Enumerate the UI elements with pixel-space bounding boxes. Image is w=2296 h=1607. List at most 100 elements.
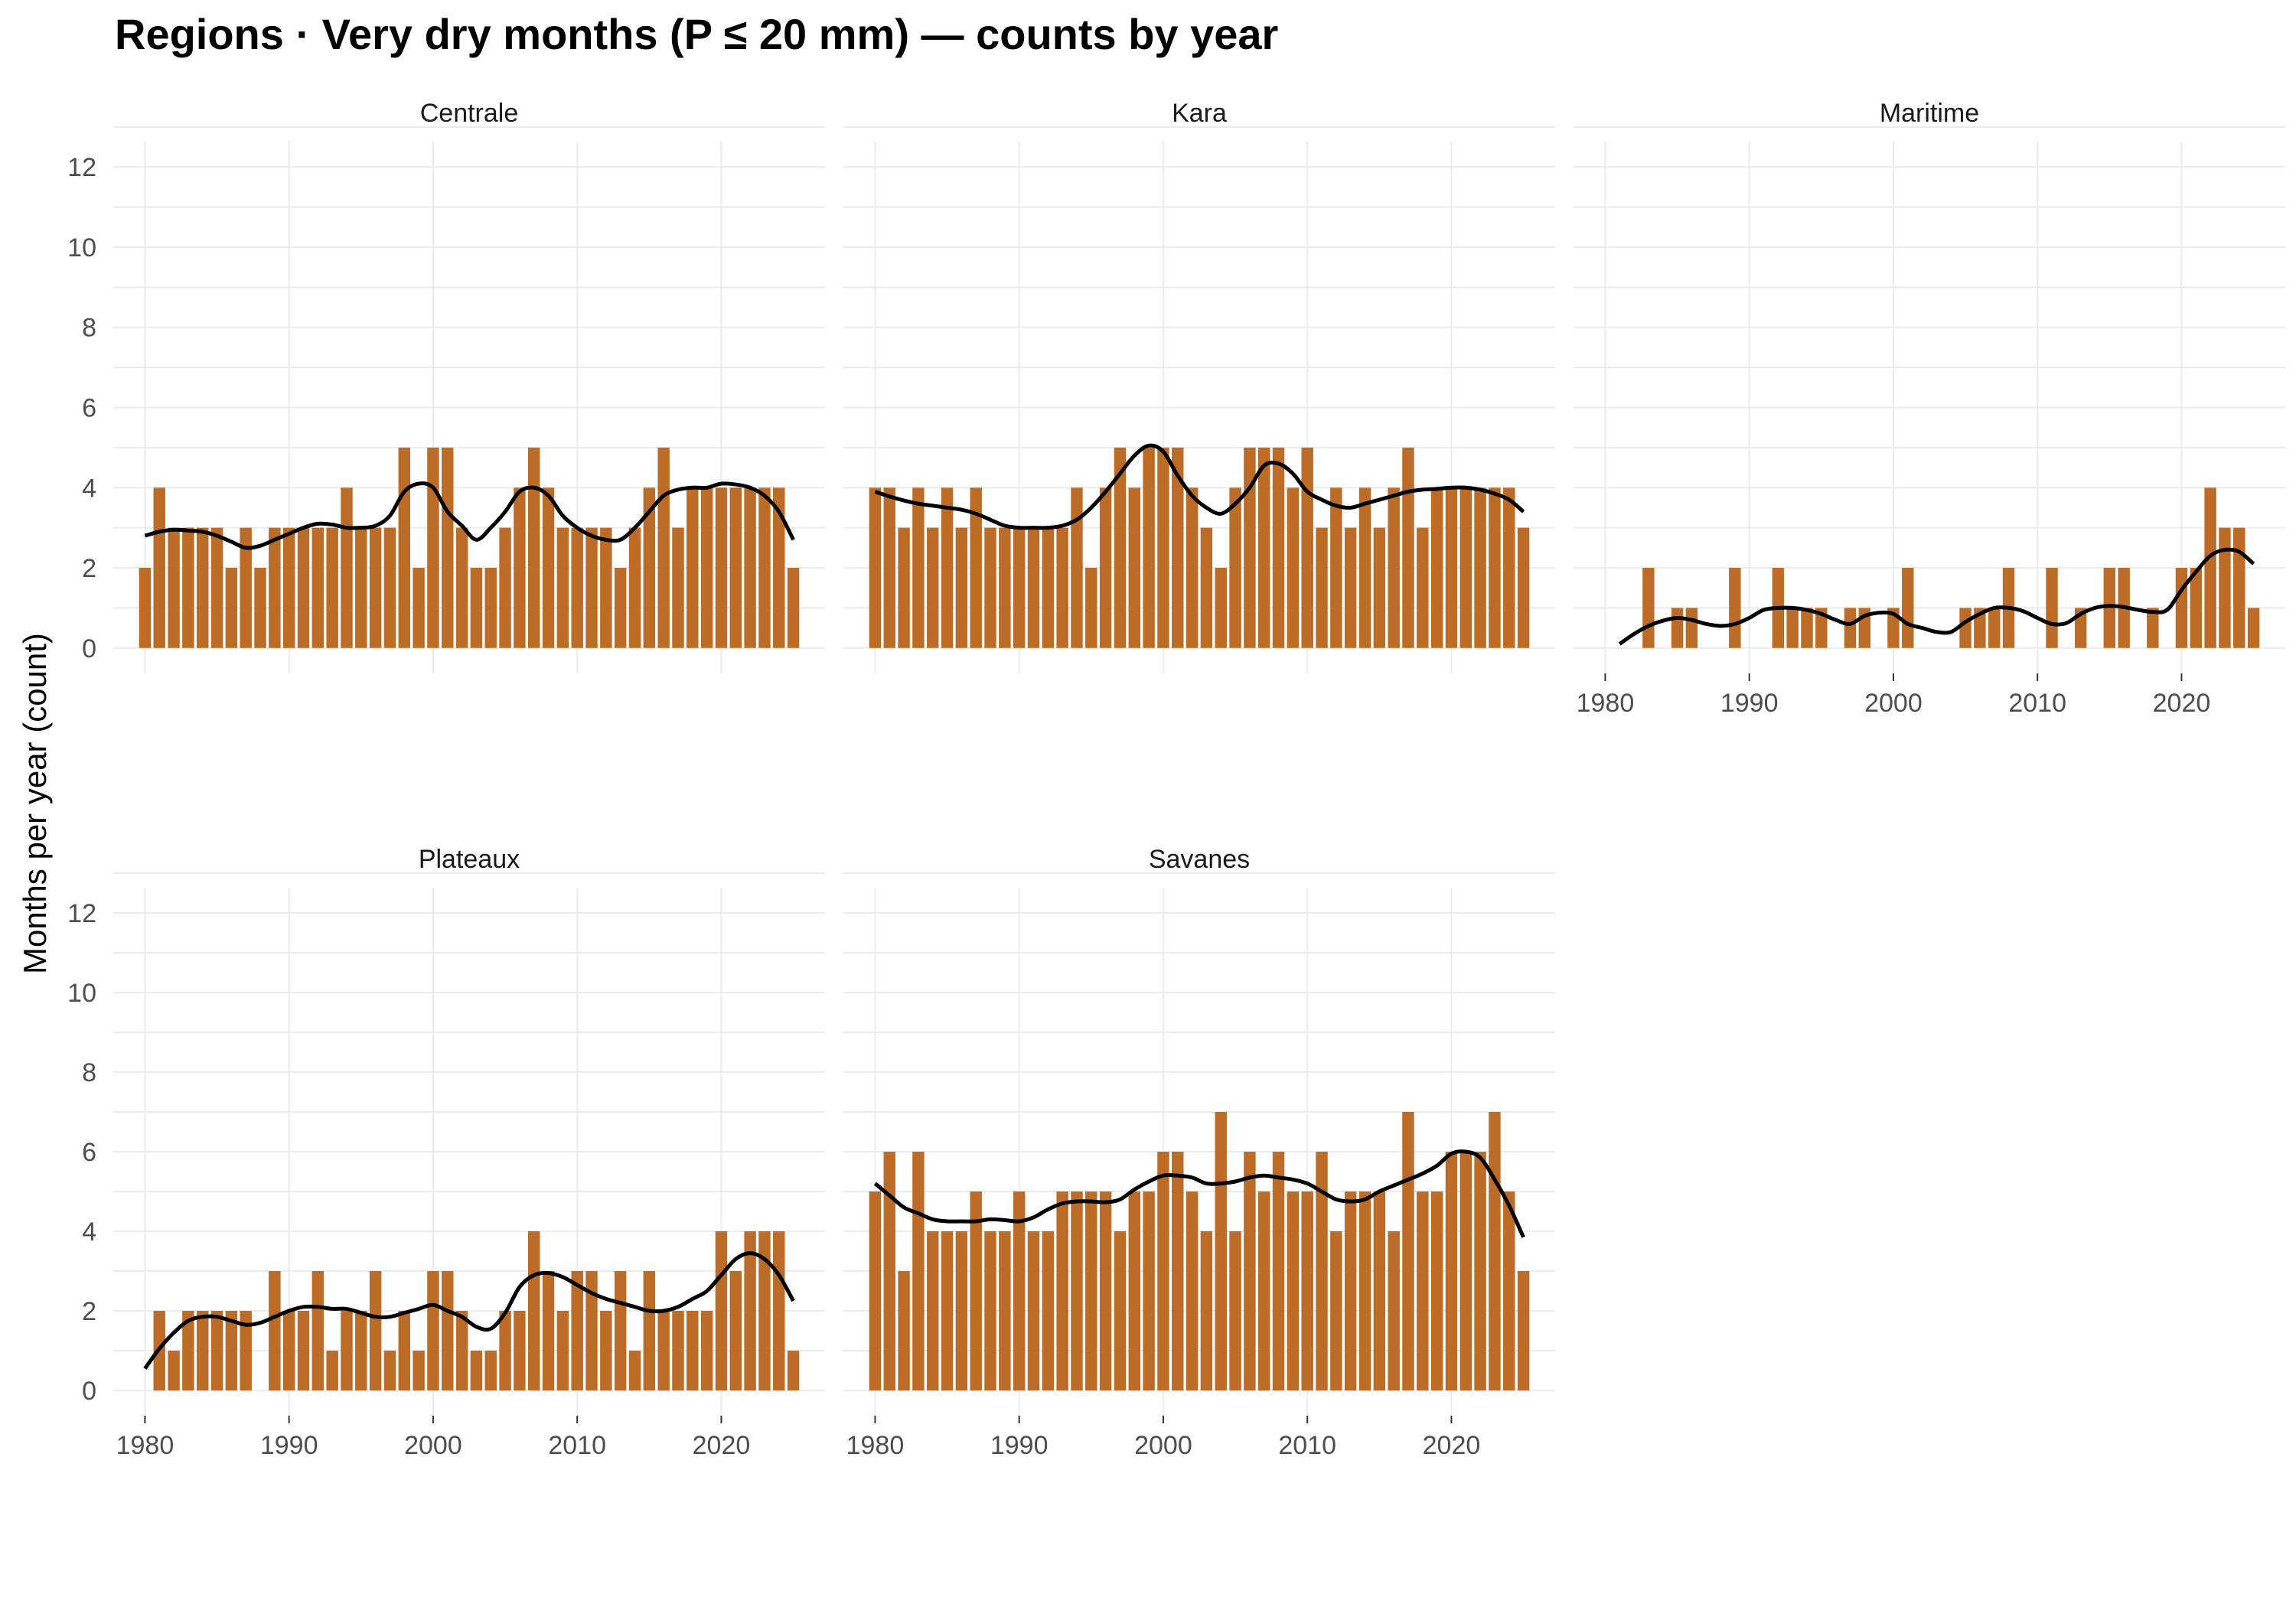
bar xyxy=(970,487,982,648)
bar xyxy=(984,1231,996,1391)
bar xyxy=(1503,1191,1515,1391)
bar xyxy=(614,568,627,648)
bar xyxy=(1459,1152,1472,1391)
y-tick-label: 2 xyxy=(82,1297,96,1326)
bar xyxy=(1445,1152,1458,1391)
bar xyxy=(197,527,209,648)
bar xyxy=(1114,447,1127,648)
bar xyxy=(571,1271,583,1391)
bar xyxy=(499,1311,511,1391)
panels: Centrale 0 2 4 6 8 10 12 Kara Maritime 1980 1990 200… xyxy=(67,99,2285,1460)
bar xyxy=(1445,487,1458,648)
bar xyxy=(282,1311,295,1391)
bar xyxy=(1215,568,1227,648)
bar xyxy=(197,1311,209,1391)
bar xyxy=(1027,1231,1040,1391)
bar xyxy=(912,1152,925,1391)
bar xyxy=(1503,487,1515,648)
bar xyxy=(729,1271,742,1391)
bar xyxy=(999,1231,1011,1391)
x-tick-label: 1990 xyxy=(990,1431,1049,1460)
bar xyxy=(1887,608,1900,648)
y-tick-label: 6 xyxy=(82,1138,96,1167)
bar xyxy=(1474,487,1486,648)
panel-title: Maritime xyxy=(1880,99,1979,128)
bar xyxy=(927,527,939,648)
bar xyxy=(1157,1152,1169,1391)
bar xyxy=(2103,568,2116,648)
bar xyxy=(869,1191,882,1391)
bar xyxy=(1215,1111,1227,1391)
bar xyxy=(398,1311,411,1391)
bar xyxy=(970,1191,982,1391)
bar xyxy=(1974,608,1986,648)
bar xyxy=(700,1311,713,1391)
bar xyxy=(527,1231,540,1391)
bar xyxy=(311,527,325,648)
panel-title: Savanes xyxy=(1149,845,1250,874)
bar xyxy=(210,1311,223,1391)
smooth-line xyxy=(874,443,1525,530)
bar xyxy=(240,527,252,648)
y-tick-label: 12 xyxy=(67,899,96,928)
x-tick-label: 2000 xyxy=(1134,1431,1192,1460)
bar xyxy=(1301,1191,1313,1391)
x-tick-label: 1980 xyxy=(846,1431,905,1460)
bar xyxy=(153,487,165,648)
panel-title: Plateaux xyxy=(419,845,520,874)
x-tick-label: 1980 xyxy=(116,1431,174,1460)
bar xyxy=(1186,487,1199,648)
bar xyxy=(1272,1152,1285,1391)
bar xyxy=(1042,527,1055,648)
y-axis-label: Months per year (count) xyxy=(17,633,53,974)
bar xyxy=(1330,487,1342,648)
panel-centrale: Centrale 0 2 4 6 8 10 12 xyxy=(67,99,825,673)
bar xyxy=(341,1311,353,1391)
x-tick-label: 2000 xyxy=(404,1431,462,1460)
bar xyxy=(1244,447,1256,648)
bar xyxy=(1801,608,1813,648)
bar xyxy=(1358,487,1371,648)
bar xyxy=(1085,1191,1097,1391)
y-tick-label: 0 xyxy=(82,634,96,663)
bar xyxy=(556,527,569,648)
bar xyxy=(1128,1191,1141,1391)
bar xyxy=(297,1311,310,1391)
bar xyxy=(355,527,367,648)
bar xyxy=(715,487,728,648)
bar xyxy=(1099,487,1112,648)
bar xyxy=(600,527,612,648)
bar xyxy=(1128,487,1141,648)
bar xyxy=(1071,487,1083,648)
y-tick-label: 4 xyxy=(82,474,96,503)
bar xyxy=(427,1271,439,1391)
bar xyxy=(369,527,382,648)
bar xyxy=(470,1351,483,1391)
bar xyxy=(442,1271,454,1391)
bar xyxy=(1114,1231,1127,1391)
bar xyxy=(773,487,785,648)
bar xyxy=(628,1351,641,1391)
bar xyxy=(1388,1231,1400,1391)
bar xyxy=(269,1271,281,1391)
y-tick-label: 8 xyxy=(82,1058,96,1087)
bar xyxy=(514,487,526,648)
smooth-line xyxy=(873,1149,1525,1238)
bar xyxy=(1330,1231,1342,1391)
bar xyxy=(1815,608,1828,648)
bar xyxy=(1729,568,1741,648)
bar xyxy=(369,1271,382,1391)
bar xyxy=(1287,1191,1300,1391)
bar xyxy=(614,1271,627,1391)
bar xyxy=(168,527,180,648)
bar xyxy=(1459,487,1472,648)
bar xyxy=(600,1311,612,1391)
bar xyxy=(182,527,194,648)
x-tick-label: 1980 xyxy=(1577,689,1635,718)
bar xyxy=(1287,487,1300,648)
bar xyxy=(883,1152,895,1391)
bar xyxy=(1257,447,1270,648)
bar xyxy=(225,568,238,648)
bar xyxy=(1056,527,1068,648)
bar xyxy=(1786,608,1799,648)
